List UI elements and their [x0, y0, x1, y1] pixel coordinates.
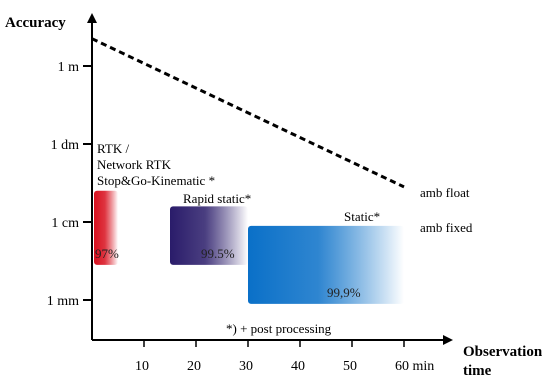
- percent-rapid-static: 99.5%: [201, 246, 235, 261]
- amb-float-line: [91, 37, 405, 189]
- y-tick-label: 1 mm: [47, 294, 79, 309]
- y-ticks: 1 m 1 dm 1 cm 1 mm: [47, 60, 92, 309]
- y-tick-label: 1 m: [58, 60, 80, 75]
- percent-static: 99,9%: [327, 285, 361, 300]
- amb-fixed-label: amb fixed: [420, 220, 473, 235]
- x-tick-label: 60 min: [395, 359, 434, 374]
- footnote: *) + post processing: [226, 321, 332, 336]
- method-label-static: Static*: [344, 209, 380, 224]
- x-tick-label: 10: [135, 359, 149, 374]
- x-ticks: 10 20 30 40 50 60 min: [135, 340, 434, 374]
- method-label-rtk-2: Network RTK: [97, 157, 172, 172]
- method-label-rtk-3: Stop&Go-Kinematic *: [97, 173, 215, 188]
- amb-float-label: amb float: [420, 185, 470, 200]
- y-tick-label: 1 dm: [51, 138, 80, 153]
- x-axis-title-line1: Observation: [463, 344, 543, 360]
- rtk-box: [94, 190, 118, 265]
- x-tick-label: 40: [291, 359, 305, 374]
- y-tick-label: 1 cm: [51, 216, 79, 231]
- x-tick-label: 20: [187, 359, 201, 374]
- method-boxes: [94, 190, 404, 304]
- x-axis-title-line2: time: [463, 363, 492, 379]
- method-label-rtk-1: RTK /: [97, 141, 129, 156]
- rapid-static-box: [170, 206, 248, 265]
- static-box: [248, 225, 404, 304]
- percent-rtk: 97%: [95, 246, 119, 261]
- x-tick-label: 30: [239, 359, 253, 374]
- y-axis-title: Accuracy: [5, 15, 66, 31]
- method-label-rapid-static: Rapid static*: [183, 191, 251, 206]
- x-tick-label: 50: [343, 359, 357, 374]
